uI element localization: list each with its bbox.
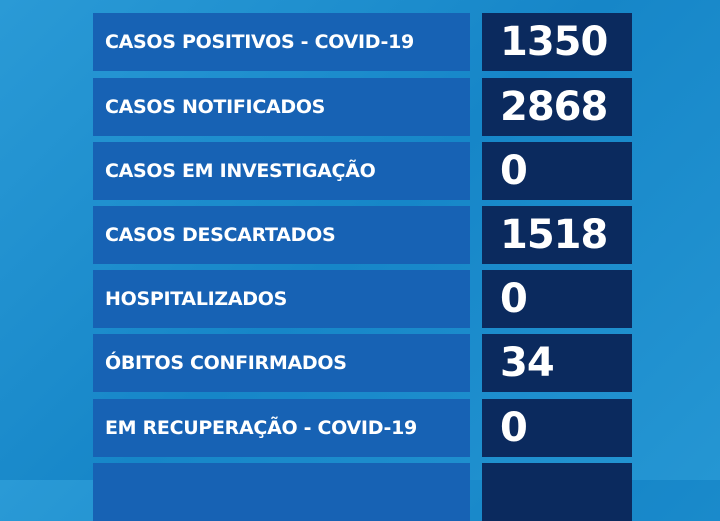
stat-row-recovering: EM RECUPERAÇÃO - COVID-19 0 xyxy=(93,399,632,457)
stat-row-deaths: ÓBITOS CONFIRMADOS 34 xyxy=(93,334,632,392)
stat-label xyxy=(93,463,470,521)
stat-value: 0 xyxy=(482,270,632,328)
stat-value: 1350 xyxy=(482,13,632,71)
stat-row-investigation: CASOS EM INVESTIGAÇÃO 0 xyxy=(93,142,632,200)
stat-label: CASOS DESCARTADOS xyxy=(93,206,470,264)
stat-row-positive: CASOS POSITIVOS - COVID-19 1350 xyxy=(93,13,632,71)
stat-label: ÓBITOS CONFIRMADOS xyxy=(93,334,470,392)
stat-value: 0 xyxy=(482,399,632,457)
stat-value: 1518 xyxy=(482,206,632,264)
stat-row-notified: CASOS NOTIFICADOS 2868 xyxy=(93,78,632,136)
stat-value: 34 xyxy=(482,334,632,392)
stat-label: EM RECUPERAÇÃO - COVID-19 xyxy=(93,399,470,457)
stat-row-cutoff xyxy=(93,463,632,521)
stat-value: 0 xyxy=(482,142,632,200)
stat-label: CASOS NOTIFICADOS xyxy=(93,78,470,136)
stat-row-hospitalized: HOSPITALIZADOS 0 xyxy=(93,270,632,328)
stat-label: HOSPITALIZADOS xyxy=(93,270,470,328)
stat-value xyxy=(482,463,632,521)
stat-label: CASOS EM INVESTIGAÇÃO xyxy=(93,142,470,200)
stat-value: 2868 xyxy=(482,78,632,136)
stat-row-discarded: CASOS DESCARTADOS 1518 xyxy=(93,206,632,264)
stat-label: CASOS POSITIVOS - COVID-19 xyxy=(93,13,470,71)
